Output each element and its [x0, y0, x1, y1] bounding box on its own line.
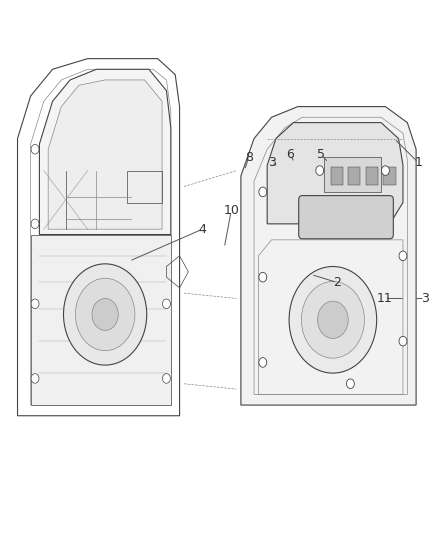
Circle shape — [31, 374, 39, 383]
Bar — [324, 157, 381, 192]
Text: 1: 1 — [414, 156, 422, 169]
Text: 3: 3 — [268, 156, 276, 169]
Circle shape — [318, 301, 348, 338]
Text: 6: 6 — [286, 148, 294, 161]
Text: 5: 5 — [317, 148, 325, 161]
Text: 8: 8 — [245, 151, 253, 164]
Bar — [366, 167, 378, 185]
Circle shape — [259, 358, 267, 367]
Circle shape — [162, 374, 170, 383]
Polygon shape — [241, 107, 416, 405]
Circle shape — [162, 299, 170, 309]
Circle shape — [399, 251, 407, 261]
Text: 3: 3 — [421, 292, 429, 305]
Circle shape — [399, 336, 407, 346]
Circle shape — [381, 166, 389, 175]
Circle shape — [316, 166, 324, 175]
Polygon shape — [48, 80, 162, 229]
Circle shape — [64, 264, 147, 365]
Text: 2: 2 — [333, 276, 341, 289]
FancyBboxPatch shape — [299, 196, 393, 239]
Bar — [383, 167, 396, 185]
Circle shape — [346, 379, 354, 389]
Circle shape — [259, 272, 267, 282]
Circle shape — [259, 187, 267, 197]
Circle shape — [289, 266, 377, 373]
Bar — [348, 167, 360, 185]
Circle shape — [31, 299, 39, 309]
Polygon shape — [31, 235, 171, 405]
Text: 11: 11 — [377, 292, 392, 305]
Polygon shape — [39, 69, 171, 235]
Polygon shape — [267, 123, 403, 224]
Bar — [127, 171, 162, 203]
Text: 4: 4 — [198, 223, 206, 236]
Circle shape — [92, 298, 118, 330]
Circle shape — [301, 281, 364, 358]
Text: 10: 10 — [223, 204, 239, 217]
Bar — [331, 167, 343, 185]
Circle shape — [31, 219, 39, 229]
Circle shape — [31, 144, 39, 154]
Circle shape — [75, 278, 135, 351]
